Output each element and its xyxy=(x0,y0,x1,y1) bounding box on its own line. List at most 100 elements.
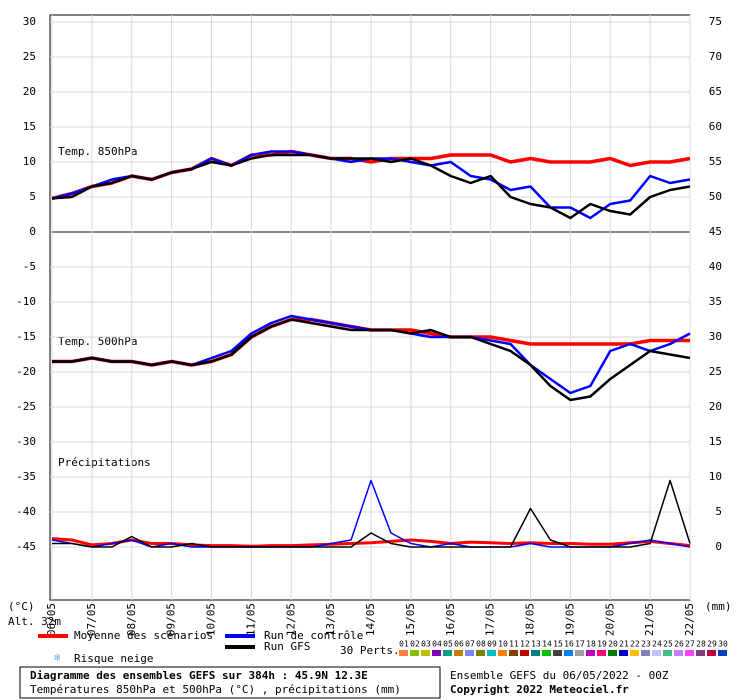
perturbation-label: 13 xyxy=(531,640,541,649)
panel-label: Temp. 500hPa xyxy=(58,335,137,348)
x-tick-label: 10/05 xyxy=(205,603,218,636)
perturbation-swatch xyxy=(718,650,727,656)
perturbation-label: 22 xyxy=(630,640,640,649)
y2-tick-label: 35 xyxy=(709,295,722,308)
y-tick-label: 0 xyxy=(29,225,36,238)
perturbation-label: 20 xyxy=(608,640,618,649)
y2-tick-label: 70 xyxy=(709,50,722,63)
perturbation-swatch xyxy=(586,650,595,656)
unit-right: (mm) xyxy=(705,600,732,613)
perturbation-label: 07 xyxy=(465,640,475,649)
footer-copyright: Copyright 2022 Meteociel.fr xyxy=(450,683,629,696)
perturbation-label: 15 xyxy=(553,640,563,649)
x-tick-label: 19/05 xyxy=(563,603,576,636)
y2-tick-label: 40 xyxy=(709,260,722,273)
perturbation-swatch xyxy=(553,650,562,656)
x-tick-label: 06/05 xyxy=(45,603,58,636)
series-line xyxy=(51,537,691,548)
series-line xyxy=(51,153,691,220)
perturbation-label: 23 xyxy=(641,640,651,649)
perturbation-swatch xyxy=(498,650,507,656)
perturbation-swatch xyxy=(630,650,639,656)
legend-label: Moyenne des scénarios xyxy=(74,629,213,642)
perturbation-label: 10 xyxy=(498,640,508,649)
perturbation-swatch xyxy=(674,650,683,656)
y2-tick-label: 65 xyxy=(709,85,722,98)
perturbation-swatch xyxy=(454,650,463,656)
perturbation-label: 06 xyxy=(454,640,464,649)
panel-label: Temp. 850hPa xyxy=(58,145,137,158)
perturbation-swatch xyxy=(410,650,419,656)
perturbation-swatch xyxy=(707,650,716,656)
y-tick-label: 15 xyxy=(23,120,36,133)
perturbation-swatch xyxy=(487,650,496,656)
y-tick-label: -40 xyxy=(16,505,36,518)
perturbation-label: 28 xyxy=(696,640,706,649)
x-tick-label: 15/05 xyxy=(404,603,417,636)
perturbation-label: 08 xyxy=(476,640,486,649)
x-tick-label: 14/05 xyxy=(364,603,377,636)
perturbations-label: 30 Perts. xyxy=(340,644,400,657)
y2-tick-label: 30 xyxy=(709,330,722,343)
perturbation-swatch xyxy=(443,650,452,656)
perturbation-swatch xyxy=(465,650,474,656)
y-tick-label: 5 xyxy=(29,190,36,203)
y2-tick-label: 55 xyxy=(709,155,722,168)
footer-title: Diagramme des ensembles GEFS sur 384h : … xyxy=(30,669,368,682)
y-tick-label: 10 xyxy=(23,155,36,168)
y-tick-label: 30 xyxy=(23,15,36,28)
perturbation-label: 17 xyxy=(575,640,585,649)
perturbation-label: 27 xyxy=(685,640,695,649)
y2-tick-label: 25 xyxy=(709,365,722,378)
y2-tick-label: 60 xyxy=(709,120,722,133)
y2-tick-label: 5 xyxy=(715,505,722,518)
y2-tick-label: 50 xyxy=(709,190,722,203)
perturbation-label: 29 xyxy=(707,640,717,649)
y2-tick-label: 15 xyxy=(709,435,722,448)
perturbation-label: 03 xyxy=(421,640,431,649)
x-tick-label: 16/05 xyxy=(444,603,457,636)
perturbation-swatch xyxy=(432,650,441,656)
snow-label: Risque neige xyxy=(74,652,153,665)
perturbation-swatch xyxy=(542,650,551,656)
footer-subtitle: Températures 850hPa et 500hPa (°C) , pré… xyxy=(30,683,401,696)
footer-box xyxy=(19,666,441,699)
perturbation-swatch xyxy=(421,650,430,656)
perturbation-label: 21 xyxy=(619,640,629,649)
perturbation-label: 05 xyxy=(443,640,453,649)
perturbation-swatch xyxy=(619,650,628,656)
perturbation-swatch xyxy=(608,650,617,656)
y-tick-label: 20 xyxy=(23,85,36,98)
y2-tick-label: 75 xyxy=(709,15,722,28)
y-tick-label: -35 xyxy=(16,470,36,483)
x-tick-label: 21/05 xyxy=(643,603,656,636)
perturbation-label: 09 xyxy=(487,640,497,649)
perturbation-label: 14 xyxy=(542,640,552,649)
x-tick-label: 22/05 xyxy=(683,603,696,636)
y-tick-label: -45 xyxy=(16,540,36,553)
y2-tick-label: 0 xyxy=(715,540,722,553)
perturbation-label: 18 xyxy=(586,640,596,649)
perturbation-label: 25 xyxy=(663,640,673,649)
perturbation-label: 12 xyxy=(520,640,530,649)
perturbation-label: 26 xyxy=(674,640,684,649)
unit-left: (°C) xyxy=(8,600,35,613)
perturbation-swatch xyxy=(520,650,529,656)
perturbation-swatch xyxy=(597,650,606,656)
altitude: Alt. 32m xyxy=(8,615,61,628)
y-tick-label: -15 xyxy=(16,330,36,343)
x-tick-label: 20/05 xyxy=(603,603,616,636)
perturbation-swatch xyxy=(663,650,672,656)
y-tick-label: -30 xyxy=(16,435,36,448)
perturbation-label: 01 xyxy=(399,640,409,649)
x-tick-label: 08/05 xyxy=(125,603,138,636)
x-tick-label: 13/05 xyxy=(324,603,337,636)
plot-frame xyxy=(49,14,691,601)
series-line xyxy=(52,318,691,402)
footer-run: Ensemble GEFS du 06/05/2022 - 00Z xyxy=(450,669,669,682)
perturbation-label: 30 xyxy=(718,640,728,649)
perturbation-swatch xyxy=(476,650,485,656)
perturbation-swatch xyxy=(575,650,584,656)
perturbation-swatch xyxy=(652,650,661,656)
x-tick-label: 11/05 xyxy=(244,603,257,636)
